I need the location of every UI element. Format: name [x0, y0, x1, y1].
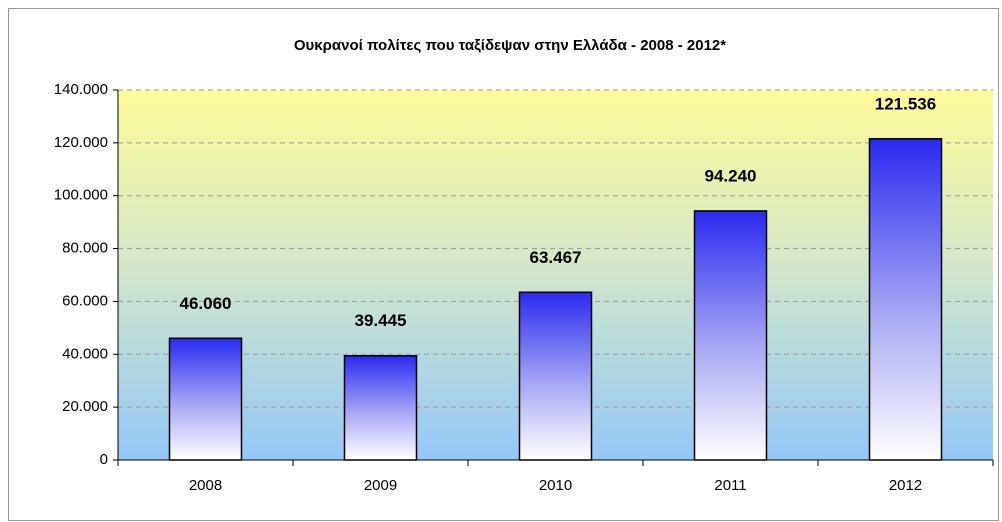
value-label: 39.445 — [355, 311, 407, 330]
bar — [168, 337, 243, 461]
x-tick-label: 2009 — [364, 477, 397, 494]
y-tick-label: 0 — [100, 451, 108, 468]
bar — [868, 138, 943, 461]
y-tick-label: 60.000 — [62, 292, 108, 309]
x-tick-label: 2008 — [189, 477, 222, 494]
bar — [343, 355, 418, 461]
bar — [693, 210, 768, 461]
value-label: 121.536 — [875, 94, 936, 113]
x-tick-label: 2012 — [889, 477, 922, 494]
y-tick-label: 100.000 — [54, 187, 108, 204]
y-tick-label: 20.000 — [62, 398, 108, 415]
value-label: 63.467 — [530, 248, 582, 267]
y-tick-label: 80.000 — [62, 240, 108, 257]
value-label: 46.060 — [180, 294, 232, 313]
value-label: 94.240 — [705, 166, 757, 185]
x-tick-label: 2011 — [714, 477, 746, 494]
y-tick-label: 40.000 — [62, 345, 108, 362]
x-tick-label: 2010 — [539, 477, 572, 494]
bar — [518, 291, 593, 461]
y-tick-label: 140.000 — [54, 81, 108, 98]
y-tick-label: 120.000 — [54, 134, 108, 151]
chart-title: Ουκρανοί πολίτες που ταξίδεψαν στην Ελλά… — [294, 37, 726, 54]
